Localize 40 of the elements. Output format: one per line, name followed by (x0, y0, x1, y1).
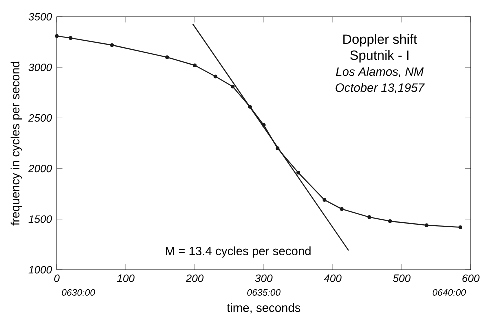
point (340, 207, 344, 212)
x-axis-title: time, seconds (227, 303, 301, 314)
point (322, 198, 327, 202)
x-tick-label: 600 (462, 274, 480, 282)
point (262, 123, 266, 128)
annotation: October 13,1957 (336, 83, 425, 94)
text: Doppler shift (344, 34, 418, 47)
point (68, 36, 73, 40)
point (214, 74, 218, 79)
y-tick-label: 3500 (28, 13, 52, 21)
text: 0630:00 (62, 289, 96, 296)
x-tick-label: 300 (255, 274, 273, 282)
annotation: Los Alamos, NM (336, 67, 424, 78)
point (296, 170, 300, 175)
point (368, 215, 372, 220)
y-axis-title: frequency in cycles per second (10, 62, 22, 226)
point (193, 64, 197, 68)
text: Sputnik - I (350, 50, 409, 63)
y-tick-label: 2000 (28, 165, 52, 173)
x-tick-label: 100 (117, 274, 135, 282)
point (276, 146, 280, 150)
y-tick-label: 1000 (28, 266, 52, 274)
point (231, 84, 235, 89)
annotation: M = 13.4 cycles per second (166, 246, 311, 258)
point (388, 220, 392, 224)
point (424, 224, 429, 228)
point (110, 43, 114, 48)
x-tick-label: 500 (393, 274, 411, 282)
x-tick-label: 0 (54, 274, 60, 282)
text: 0640:00 (432, 289, 466, 296)
y-tick-label: 2500 (28, 114, 52, 122)
text: 0635:00 (248, 289, 281, 296)
x-tick-label: 200 (186, 274, 204, 282)
point (458, 226, 463, 230)
y-tick-label: 1500 (28, 216, 52, 224)
y-tick-label: 3000 (28, 64, 52, 72)
point (166, 56, 170, 60)
point (55, 34, 59, 38)
point (248, 105, 252, 109)
x-tick-label: 400 (324, 274, 342, 282)
